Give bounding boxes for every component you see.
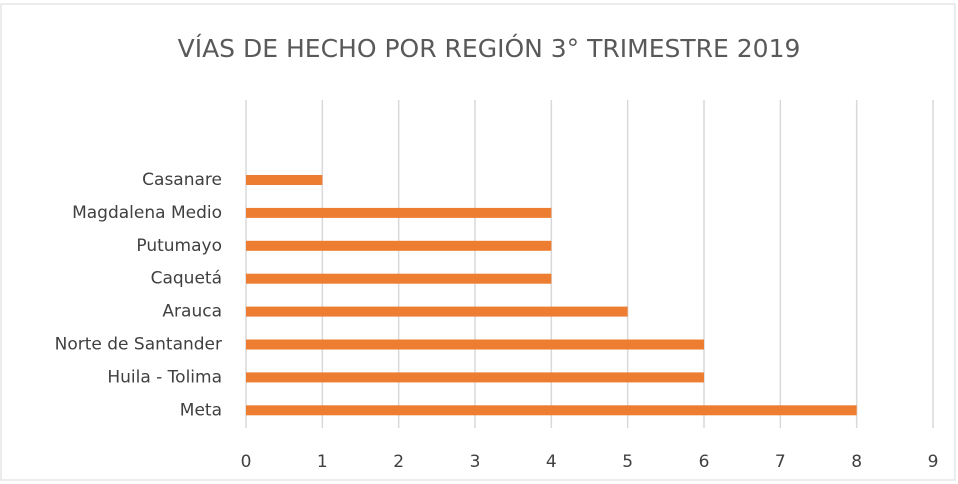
x-tick-label: 5 (622, 452, 633, 472)
x-tick-label: 8 (851, 452, 862, 472)
chart-title: VÍAS DE HECHO POR REGIÓN 3° TRIMESTRE 20… (178, 33, 801, 63)
y-tick-label: Norte de Santander (55, 335, 222, 355)
x-tick-label: 3 (470, 452, 481, 472)
y-tick-label: Casanare (142, 170, 222, 190)
bar (246, 405, 857, 416)
y-tick-label: Huila - Tolima (107, 367, 222, 387)
y-tick-label: Caquetá (151, 269, 222, 289)
y-tick-label: Meta (180, 400, 222, 420)
bar (246, 273, 552, 284)
bar (246, 175, 323, 185)
x-tick-label: 0 (241, 452, 252, 472)
y-tick-label: Arauca (162, 302, 222, 322)
x-tick-label: 1 (317, 452, 328, 472)
x-tick-label: 6 (699, 452, 710, 472)
x-tick-label: 2 (393, 452, 404, 472)
bar (246, 306, 628, 317)
x-tick-label: 9 (928, 452, 939, 472)
x-tick-label: 4 (546, 452, 557, 472)
y-tick-label: Magdalena Medio (72, 203, 222, 223)
bar (246, 339, 704, 350)
bar (246, 207, 552, 218)
bar (246, 372, 704, 383)
bar (246, 240, 552, 251)
y-tick-label: Putumayo (136, 236, 222, 256)
x-tick-label: 7 (775, 452, 786, 472)
